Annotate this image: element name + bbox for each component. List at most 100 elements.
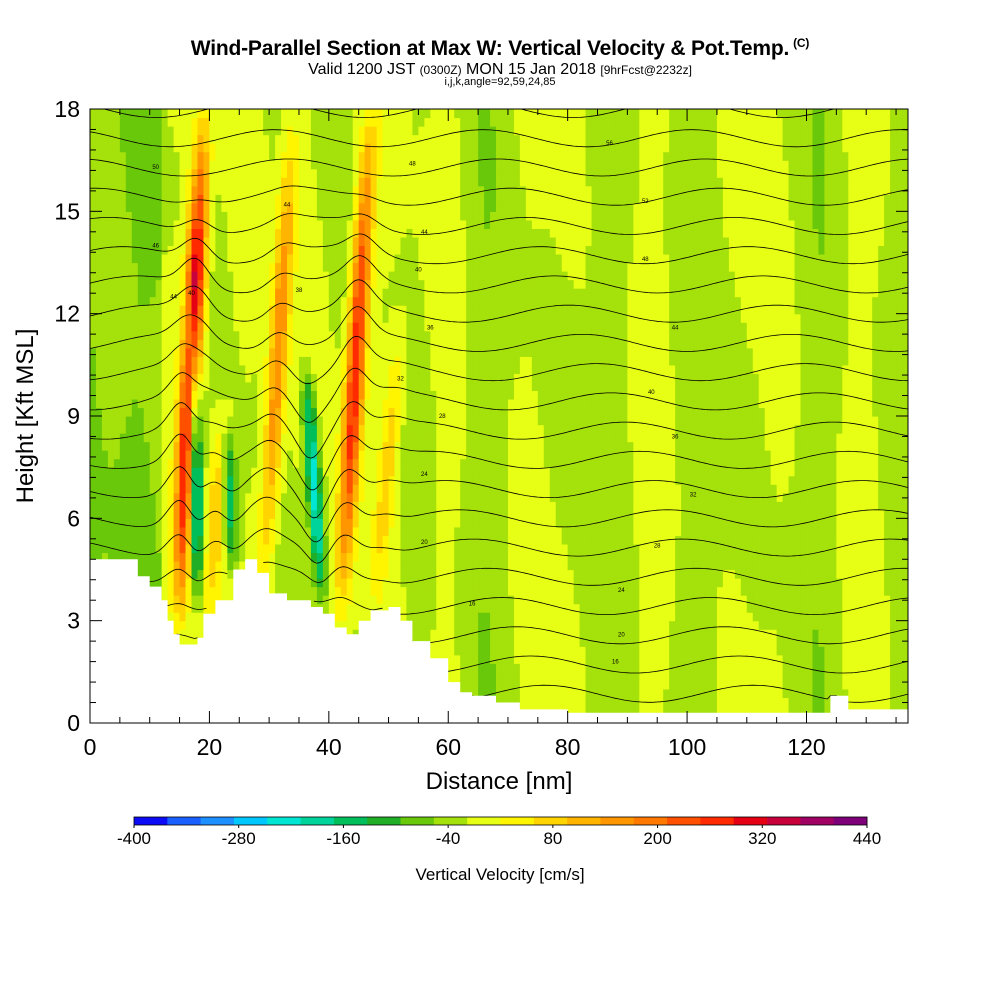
velocity-cell [310,509,318,519]
velocity-cell [328,381,336,392]
velocity-cell [113,501,121,511]
velocity-cell [346,305,354,315]
velocity-cell [466,253,473,264]
velocity-cell [281,253,288,264]
velocity-cell [191,185,199,195]
velocity-cell [167,381,175,392]
velocity-cell [215,475,222,485]
velocity-cell [215,424,222,434]
velocity-cell [90,296,97,306]
velocity-cell [239,535,246,545]
velocity-cell [245,271,252,281]
velocity-cell [245,330,252,340]
velocity-cell [412,313,419,323]
velocity-cell [442,526,449,536]
velocity-cell [197,501,205,511]
velocity-cell [173,475,181,485]
velocity-cell [478,185,485,195]
velocity-cell [209,339,216,349]
velocity-cell [155,535,163,545]
velocity-cell [496,688,503,699]
velocity-cell [460,552,467,562]
velocity-cell [310,467,318,477]
velocity-cell [161,364,169,374]
velocity-cell [310,560,318,571]
velocity-cell [191,134,199,144]
velocity-cell [406,501,414,511]
velocity-cell [478,160,485,170]
velocity-cell [221,398,228,409]
velocity-cell [376,202,384,212]
velocity-cell [418,620,425,630]
velocity-cell [251,458,258,468]
velocity-cell [197,424,205,434]
velocity-cell [185,416,193,426]
velocity-cell [209,109,216,119]
velocity-cell [346,475,354,485]
velocity-cell [436,390,443,400]
velocity-cell [107,126,115,136]
velocity-cell [125,253,133,264]
velocity-cell [484,339,491,349]
velocity-cell [466,612,473,622]
velocity-cell [364,330,372,340]
velocity-cell [466,578,473,588]
velocity-cell [113,526,121,536]
velocity-cell [460,313,467,323]
velocity-cell [418,492,425,502]
velocity-cell [358,126,366,136]
velocity-cell [394,560,402,571]
velocity-cell [239,262,246,272]
velocity-cell [197,177,205,187]
velocity-cell [119,253,127,264]
velocity-cell [364,595,372,605]
velocity-cell [125,194,133,204]
velocity-cell [90,450,97,460]
velocity-cell [490,219,497,229]
velocity-cell [484,612,491,622]
velocity-cell [281,535,288,545]
velocity-cell [412,467,419,477]
velocity-cell [322,109,330,119]
velocity-cell [490,134,497,144]
velocity-cell [406,160,414,170]
velocity-cell [394,211,402,221]
velocity-cell [436,339,443,349]
velocity-cell [191,407,199,417]
velocity-cell [161,330,169,340]
velocity-cell [203,595,211,605]
velocity-cell [287,262,294,272]
velocity-cell [358,109,366,119]
velocity-cell [125,467,133,477]
velocity-cell [406,433,414,443]
velocity-cell [424,586,431,596]
velocity-cell [179,356,187,366]
velocity-cell [412,509,419,519]
velocity-cell [436,236,443,247]
velocity-cell [245,364,252,374]
velocity-cell [149,296,157,306]
velocity-cell [472,194,479,204]
velocity-cell [490,398,497,409]
velocity-cell [203,228,211,238]
velocity-cell [245,407,252,417]
velocity-cell [287,151,294,161]
velocity-cell [215,177,222,187]
velocity-cell [293,151,300,161]
velocity-cell [316,356,324,366]
velocity-cell [90,211,97,221]
velocity-cell [167,543,175,554]
velocity-cell [209,288,216,298]
velocity-cell [460,134,467,144]
velocity-cell [472,347,479,357]
velocity-cell [388,288,396,298]
velocity-cell [149,262,157,272]
velocity-cell [275,262,282,272]
velocity-cell [161,228,169,238]
velocity-cell [310,552,318,562]
velocity-cell [263,347,270,357]
velocity-cell [472,364,479,374]
velocity-cell [496,518,503,528]
velocity-cell [466,109,473,119]
velocity-cell [394,262,402,272]
